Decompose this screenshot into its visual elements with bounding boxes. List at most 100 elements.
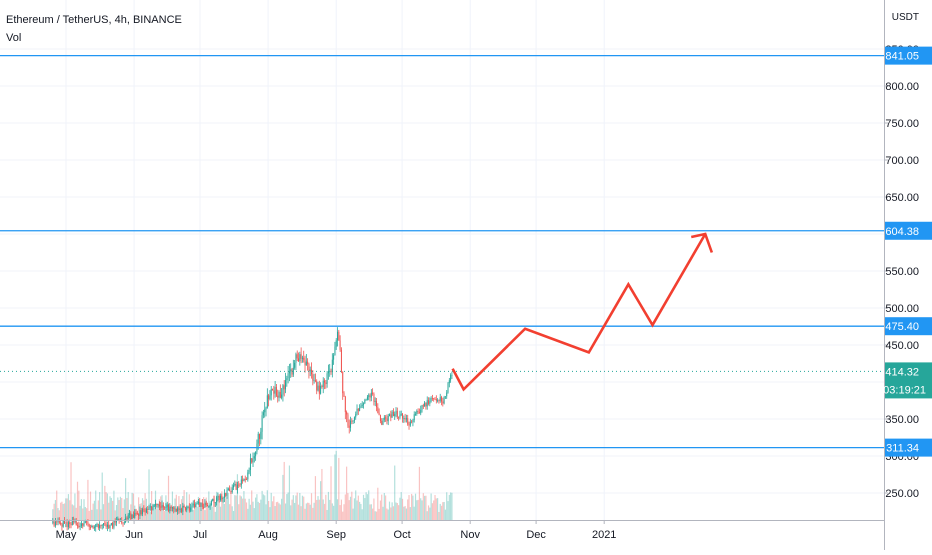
volume-bar bbox=[266, 490, 268, 520]
candle-body bbox=[346, 412, 348, 415]
candle-body bbox=[331, 359, 333, 373]
volume-bar bbox=[431, 503, 434, 520]
candle-body bbox=[377, 407, 379, 413]
volume-bar bbox=[223, 503, 226, 520]
candle-body bbox=[350, 420, 352, 428]
volume-bar bbox=[70, 462, 72, 520]
candle-body bbox=[203, 506, 205, 508]
candle-body bbox=[213, 498, 215, 504]
volume-bar bbox=[78, 490, 80, 520]
candle-body bbox=[64, 520, 66, 524]
volume-bar bbox=[321, 468, 323, 520]
candle-body bbox=[334, 346, 336, 356]
volume-bar bbox=[334, 454, 336, 520]
candle-body bbox=[179, 508, 181, 510]
candle-body bbox=[374, 401, 376, 402]
volume-bar bbox=[252, 501, 254, 520]
price-tick-label: 350.00 bbox=[885, 414, 919, 426]
candle-body bbox=[417, 410, 419, 413]
candle-body bbox=[201, 502, 203, 507]
candle-body bbox=[225, 493, 227, 496]
volume-bar bbox=[108, 502, 110, 520]
projection-drawing[interactable] bbox=[451, 232, 714, 392]
candle-body bbox=[321, 386, 323, 387]
candle-body bbox=[166, 504, 168, 508]
volume-bar bbox=[106, 493, 109, 520]
candle-body bbox=[236, 484, 238, 490]
volume-bar bbox=[219, 506, 222, 520]
volume-bar bbox=[381, 494, 383, 520]
symbol-title[interactable]: Ethereum / TetherUS, 4h, BINANCE bbox=[6, 14, 182, 26]
volume-bar bbox=[437, 498, 439, 520]
volume-bar bbox=[173, 508, 175, 520]
candle-body bbox=[239, 484, 241, 486]
candle-body bbox=[233, 485, 235, 488]
candle-body bbox=[447, 383, 449, 393]
candle-body bbox=[314, 380, 316, 382]
time-axis-ticks[interactable]: May Jun Jul Aug Sep Oct Nov Dec 2021 bbox=[56, 520, 617, 541]
volume-bar bbox=[113, 490, 115, 520]
candle-body bbox=[242, 479, 244, 482]
volume-bar bbox=[308, 502, 310, 520]
candle-body bbox=[79, 526, 81, 527]
volume-bar bbox=[379, 500, 382, 520]
candle-body bbox=[443, 397, 445, 404]
volume-bar bbox=[262, 494, 265, 520]
candle-body bbox=[304, 359, 306, 366]
volume-bar bbox=[97, 500, 99, 520]
time-tick-label: Aug bbox=[258, 529, 278, 541]
candle-body bbox=[399, 414, 401, 418]
candle-body bbox=[69, 522, 71, 524]
candle-body bbox=[218, 496, 220, 501]
candle-body bbox=[402, 413, 404, 419]
volume-bar bbox=[352, 508, 354, 520]
volume-bar bbox=[382, 506, 384, 520]
candle-body bbox=[373, 393, 375, 402]
volume-bar bbox=[206, 506, 209, 520]
candle-body bbox=[398, 416, 400, 418]
candle-body bbox=[416, 410, 418, 414]
candle-body bbox=[97, 524, 99, 528]
candle-body bbox=[381, 420, 383, 425]
candle-body bbox=[114, 520, 116, 523]
candle-body bbox=[409, 421, 411, 426]
candle-body bbox=[299, 354, 301, 362]
candle-body bbox=[311, 369, 313, 375]
candle-body bbox=[431, 398, 433, 399]
countdown-label: 03:19:21 bbox=[883, 384, 926, 396]
price-tick-label: 700.00 bbox=[885, 155, 919, 167]
candle-body bbox=[220, 495, 222, 501]
time-tick-label: Jun bbox=[125, 529, 143, 541]
candle-body bbox=[136, 513, 138, 514]
volume-bar bbox=[447, 501, 449, 520]
price-tick-label: 500.00 bbox=[885, 303, 919, 315]
volume-bar bbox=[269, 507, 271, 520]
candle-body bbox=[324, 380, 326, 383]
volume-bar bbox=[257, 501, 259, 520]
candle-body bbox=[60, 522, 62, 525]
volume-bar bbox=[294, 502, 296, 520]
volume-bar bbox=[196, 506, 198, 520]
candle-body bbox=[106, 524, 108, 527]
volume-bar bbox=[290, 505, 292, 520]
candle-body bbox=[73, 520, 75, 522]
candle-body bbox=[262, 412, 264, 416]
volume-bar bbox=[110, 497, 112, 520]
volume-indicator-label[interactable]: Vol bbox=[6, 32, 22, 44]
volume-bar bbox=[82, 508, 84, 520]
chart-legend: Ethereum / TetherUS, 4h, BINANCE Vol bbox=[6, 11, 182, 47]
volume-bar bbox=[370, 504, 372, 520]
candle-body bbox=[437, 400, 439, 402]
volume-bar bbox=[305, 503, 307, 520]
volume-bar bbox=[83, 499, 85, 520]
candle-body bbox=[86, 521, 88, 523]
volume-bar bbox=[119, 496, 122, 520]
candle-body bbox=[282, 385, 284, 395]
volume-bar bbox=[366, 494, 369, 520]
candle-body bbox=[129, 513, 131, 515]
volume-bar bbox=[89, 491, 92, 520]
candle-body bbox=[187, 507, 189, 508]
volume-bar bbox=[166, 503, 168, 520]
